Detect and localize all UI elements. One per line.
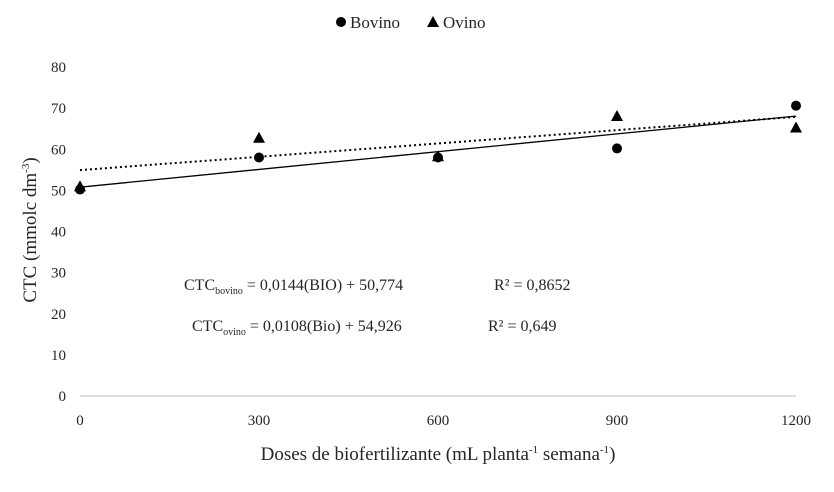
y-tick-label: 40 <box>51 225 66 241</box>
legend: Bovino Ovino <box>336 13 486 32</box>
x-tick-label: 600 <box>427 413 450 429</box>
x-tick-label: 0 <box>76 413 84 429</box>
equation-ovino-sub: ovino <box>223 327 246 338</box>
equation-bovino: CTCbovino = 0,0144(BIO) + 50,774 <box>184 277 403 297</box>
y-tick-labels: 0 10 20 30 40 50 60 70 80 <box>51 60 66 405</box>
y-axis-title: CTC (mmolc dm-3) <box>20 157 41 302</box>
y-tick-label: 50 <box>51 183 66 199</box>
equation-bovino-sub: bovino <box>215 286 243 297</box>
ovino-point <box>74 180 86 192</box>
equation-ovino: CTCovino = 0,0108(Bio) + 54,926 <box>192 318 402 338</box>
ovino-point <box>432 150 444 162</box>
y-tick-label: 30 <box>51 266 66 282</box>
equation-bovino-prefix: CTC <box>184 277 215 294</box>
bovino-point <box>791 100 801 111</box>
bovino-point <box>254 152 264 163</box>
y-tick-label: 0 <box>59 389 67 405</box>
ovino-point <box>790 121 802 133</box>
x-tick-label: 1200 <box>781 413 811 429</box>
x-tick-labels: 0 300 600 900 1200 <box>76 413 811 429</box>
equation-ovino-prefix: CTC <box>192 318 223 335</box>
x-axis-title: Doses de biofertilizante (mL planta-1 se… <box>261 444 616 465</box>
r2-ovino: R² = 0,649 <box>488 318 557 335</box>
x-tick-label: 900 <box>606 413 629 429</box>
ovino-point <box>611 109 623 121</box>
y-tick-label: 60 <box>51 142 66 158</box>
r2-bovino: R² = 0,8652 <box>494 277 571 294</box>
equation-ovino-formula: = 0,0108(Bio) + 54,926 <box>246 318 402 335</box>
y-tick-label: 10 <box>51 348 66 364</box>
y-tick-label: 80 <box>51 60 66 76</box>
ovino-point <box>253 131 265 143</box>
bovino-point <box>612 143 622 154</box>
x-tick-label: 300 <box>248 413 271 429</box>
y-tick-label: 20 <box>51 307 66 323</box>
y-tick-label: 70 <box>51 101 66 117</box>
data-points <box>74 100 802 195</box>
legend-ovino-marker <box>427 16 439 27</box>
equation-bovino-formula: = 0,0144(BIO) + 50,774 <box>243 277 403 294</box>
legend-ovino-label: Ovino <box>443 13 486 32</box>
legend-bovino-label: Bovino <box>350 13 400 32</box>
legend-bovino-marker <box>336 17 346 27</box>
